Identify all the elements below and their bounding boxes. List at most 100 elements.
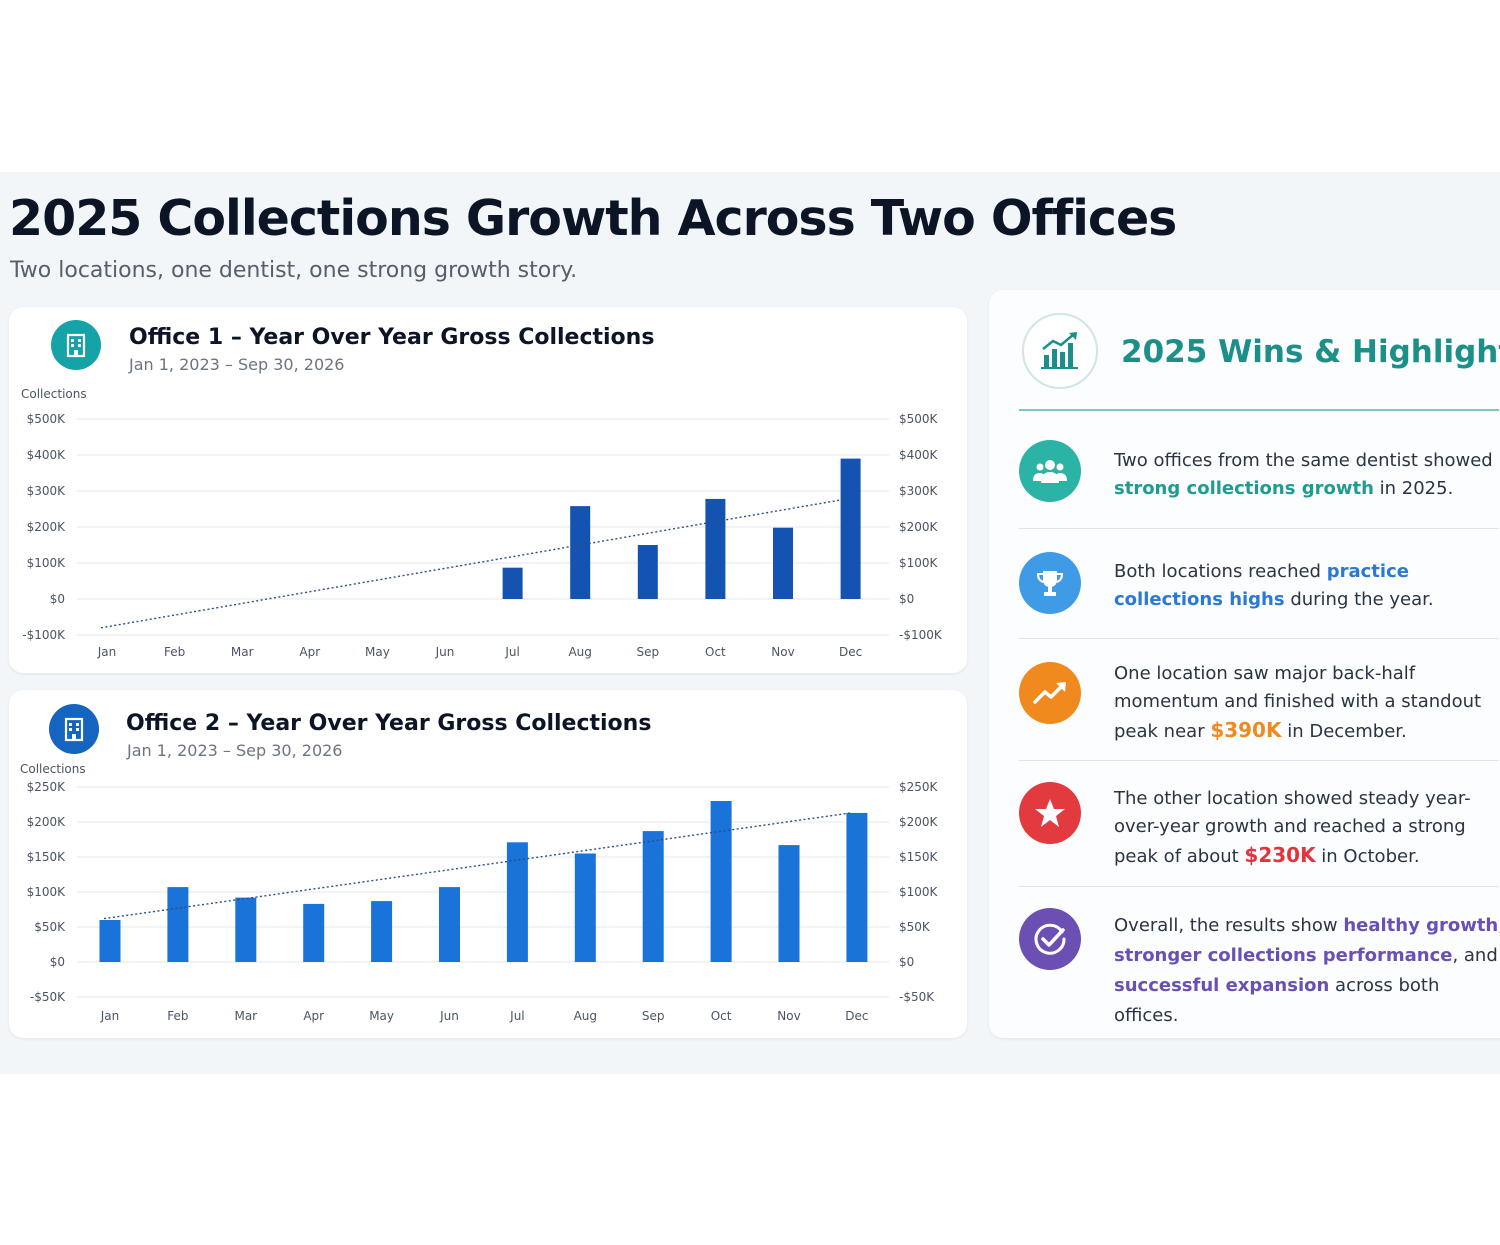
office-2-chart-card: Office 2 – Year Over Year Gross Collecti…: [9, 690, 967, 1038]
win-text: The other location showed steady year-ov…: [1114, 788, 1471, 867]
office-building-icon: [49, 704, 99, 754]
wins-title: 2025 Wins & Highlights: [1121, 334, 1500, 370]
y-axis-label: Collections: [21, 387, 87, 401]
trophy-icon: [1019, 552, 1081, 614]
divider: [1019, 409, 1499, 411]
x-tick-label: Jan: [97, 645, 117, 659]
y-axis-label: Collections: [20, 762, 86, 776]
bar-dec: [840, 458, 861, 599]
y-tick-label: $100K: [27, 556, 67, 570]
x-tick-label: Mar: [234, 1009, 257, 1023]
bar-aug: [574, 853, 596, 962]
people-icon: [1019, 440, 1081, 502]
page-title: 2025 Collections Growth Across Two Offic…: [9, 190, 1177, 247]
y-tick-label-right: -$50K: [899, 990, 935, 1004]
x-tick-label: Jul: [504, 645, 519, 659]
x-tick-label: Apr: [303, 1009, 324, 1023]
y-tick-label-right: -$100K: [899, 628, 943, 642]
divider: [1019, 528, 1499, 529]
x-tick-label: Sep: [636, 645, 659, 659]
chart-date-range: Jan 1, 2023 – Sep 30, 2026: [127, 741, 343, 760]
x-tick-label: Nov: [777, 1009, 800, 1023]
x-tick-label: Dec: [839, 645, 862, 659]
y-tick-label-right: $500K: [899, 412, 939, 426]
bar-apr: [303, 903, 325, 962]
y-tick-label-right: $0: [899, 592, 914, 606]
bar-sep: [637, 545, 658, 599]
bar-sep: [642, 831, 664, 962]
bar-aug: [570, 506, 591, 599]
y-tick-label-right: $200K: [899, 520, 939, 534]
bar-oct: [710, 801, 732, 962]
bar-nov: [778, 845, 800, 962]
bar-jul: [506, 842, 528, 962]
x-tick-label: Feb: [164, 645, 185, 659]
y-tick-label: -$100K: [22, 628, 66, 642]
x-tick-label: Dec: [845, 1009, 868, 1023]
divider: [1019, 886, 1499, 887]
x-tick-label: Nov: [771, 645, 794, 659]
chart-title: Office 1 – Year Over Year Gross Collecti…: [129, 325, 655, 350]
divider: [1019, 760, 1499, 761]
y-tick-label: $250K: [27, 780, 67, 794]
bar-jul: [502, 567, 523, 599]
y-tick-label-right: $50K: [899, 920, 931, 934]
y-tick-label: $100K: [27, 885, 67, 899]
y-tick-label-right: $150K: [899, 850, 939, 864]
office-1-bar-chart: Collections -$100K -$100K $0 $0 $100K $100K $20…: [21, 387, 943, 659]
y-tick-label-right: $100K: [899, 885, 939, 899]
star-icon: [1019, 782, 1081, 844]
win-text: One location saw major back-half momentu…: [1114, 663, 1482, 742]
x-tick-label: Mar: [231, 645, 254, 659]
x-tick-label: Aug: [568, 645, 591, 659]
y-tick-label: $150K: [27, 850, 67, 864]
y-tick-label: $200K: [27, 520, 67, 534]
win-text: Two offices from the same dentist showed…: [1114, 450, 1493, 499]
bar-jan: [99, 920, 121, 962]
bar-may: [371, 901, 393, 962]
y-tick-label: -$50K: [30, 990, 66, 1004]
x-tick-label: Aug: [574, 1009, 597, 1023]
y-tick-label: $400K: [27, 448, 67, 462]
page-subtitle: Two locations, one dentist, one strong g…: [10, 258, 578, 283]
trend-up-icon: [1019, 662, 1081, 724]
x-tick-label: Apr: [299, 645, 320, 659]
trend-line: [100, 498, 845, 629]
x-tick-label: Feb: [167, 1009, 188, 1023]
y-tick-label-right: $100K: [899, 556, 939, 570]
office-2-bar-chart: Collections -$50K -$50K $0 $0 $50K $50K $100K $1…: [20, 762, 939, 1023]
x-tick-label: Jun: [439, 1009, 459, 1023]
bar-mar: [235, 897, 257, 962]
wins-highlights-card: 2025 Wins & Highlights Two offices from …: [989, 290, 1500, 1038]
growth-chart-icon: [1022, 313, 1098, 389]
bar-oct: [705, 498, 726, 599]
x-tick-label: Oct: [705, 645, 726, 659]
x-tick-label: May: [365, 645, 390, 659]
office-building-icon: [51, 320, 101, 370]
chart-date-range: Jan 1, 2023 – Sep 30, 2026: [129, 355, 345, 374]
x-tick-label: Sep: [642, 1009, 665, 1023]
x-tick-label: May: [369, 1009, 394, 1023]
bar-jun: [439, 887, 460, 962]
y-tick-label-right: $300K: [899, 484, 939, 498]
y-tick-label: $500K: [27, 412, 67, 426]
x-tick-label: Oct: [711, 1009, 732, 1023]
bar-feb: [167, 887, 189, 962]
y-tick-label: $0: [50, 955, 65, 969]
y-tick-label: $200K: [27, 815, 67, 829]
y-tick-label-right: $200K: [899, 815, 939, 829]
win-text: Both locations reached practice collecti…: [1114, 561, 1434, 610]
win-text: Overall, the results show healthy growth…: [1114, 915, 1500, 1026]
x-tick-label: Jul: [509, 1009, 524, 1023]
check-circle-icon: [1019, 908, 1081, 970]
y-tick-label: $50K: [34, 920, 66, 934]
x-tick-label: Jun: [435, 645, 455, 659]
divider: [1019, 638, 1499, 639]
bar-dec: [846, 812, 868, 962]
y-tick-label: $0: [50, 592, 65, 606]
x-tick-label: Jan: [100, 1009, 120, 1023]
bar-nov: [773, 527, 793, 599]
y-tick-label-right: $400K: [899, 448, 939, 462]
y-tick-label-right: $0: [899, 955, 914, 969]
office-1-chart-card: Office 1 – Year Over Year Gross Collecti…: [9, 307, 967, 673]
